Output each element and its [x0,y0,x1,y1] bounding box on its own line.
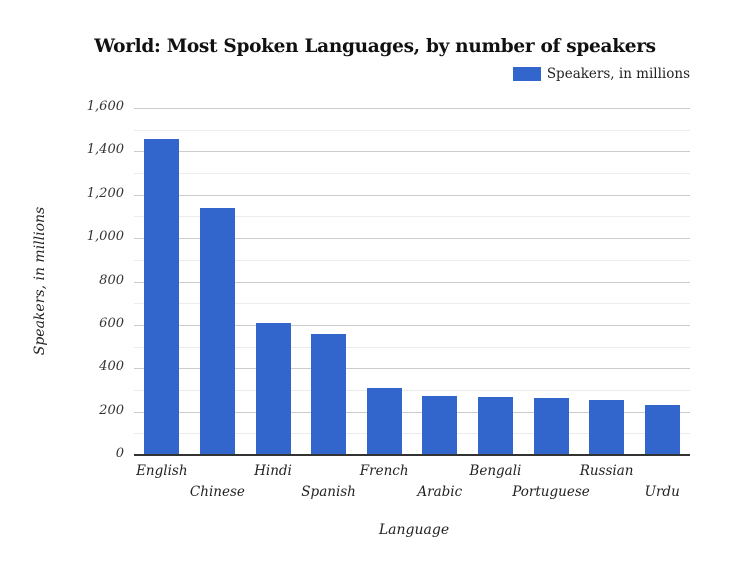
gridline [134,411,690,413]
x-tick-label: Portuguese [512,484,590,500]
bar-spanish[interactable] [311,334,347,454]
y-tick-label: 0 [115,446,124,461]
gridline [134,303,690,305]
legend-label: Speakers, in millions [546,66,690,82]
y-tick-label: 1,400 [86,142,124,158]
bar-french[interactable] [366,388,402,454]
gridline [134,281,690,283]
gridline [134,173,690,175]
bar-english[interactable] [144,139,180,454]
gridline [134,389,690,391]
x-axis-line [134,454,690,456]
gridline [134,129,690,131]
x-axis-label: Language [378,522,450,538]
x-tick-label: Spanish [301,484,356,500]
gridline [134,194,690,196]
plot-area [134,108,690,456]
x-tick-label: Hindi [254,463,292,479]
gridline [134,238,690,240]
legend-swatch [512,67,541,81]
y-tick-label: 400 [99,359,124,375]
y-tick-label: 200 [99,402,124,418]
gridline [134,324,690,326]
x-tick-label: Bengali [469,463,522,479]
bar-russian[interactable] [589,400,625,454]
y-tick-label: 600 [99,315,124,331]
gridline [134,368,690,370]
bar-arabic[interactable] [422,396,458,454]
gridline [134,108,690,109]
gridline [134,259,690,261]
gridline [134,151,690,153]
bar-chinese[interactable] [199,208,235,454]
x-tick-label: English [136,463,188,479]
bar-hindi[interactable] [255,323,291,454]
x-tick-label: Arabic [417,484,463,500]
y-tick-label: 1,200 [86,185,124,201]
gridline [134,346,690,348]
bar-urdu[interactable] [644,405,680,454]
y-tick-label: 1,000 [86,229,124,245]
legend: Speakers, in millions [512,66,690,82]
chart-title: World: Most Spoken Languages, by number … [94,36,656,57]
y-axis-label: Speakers, in millions [32,206,48,356]
x-tick-label: Russian [579,463,634,479]
x-tick-label: French [359,463,409,479]
x-tick-label: Urdu [644,484,680,500]
gridline [134,216,690,218]
x-tick-label: Chinese [189,484,245,500]
gridline [134,433,690,435]
bar-portuguese[interactable] [533,398,569,454]
y-tick-label: 1,600 [86,99,124,114]
y-tick-label: 800 [99,272,124,288]
bar-bengali[interactable] [477,396,513,454]
